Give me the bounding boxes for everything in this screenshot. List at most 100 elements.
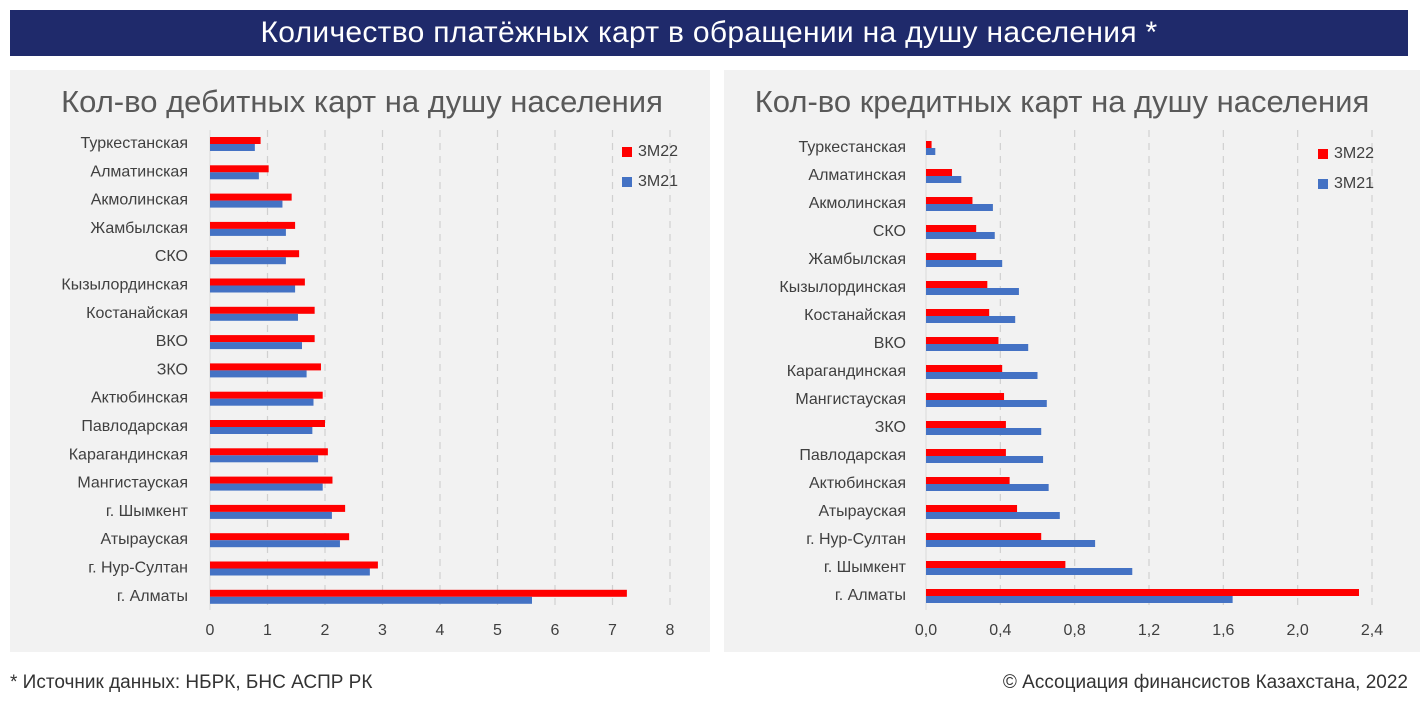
- bar-3m21: [210, 370, 307, 378]
- bar-3m21: [926, 148, 936, 155]
- bar-3m21: [210, 285, 296, 293]
- category-label: СКО: [155, 248, 188, 265]
- category-label: СКО: [873, 223, 906, 240]
- bar-3m22: [926, 365, 1003, 372]
- category-label: Жамбылская: [90, 220, 188, 237]
- bar-3m22: [926, 477, 1010, 484]
- category-label: г. Алматы: [117, 588, 188, 605]
- category-label: г. Нур-Султан: [806, 531, 906, 548]
- legend-swatch-3m21: [1318, 179, 1328, 189]
- bar-3m22: [210, 448, 328, 456]
- bar-3m21: [926, 176, 962, 183]
- bar-3m21: [926, 204, 993, 211]
- bar-3m21: [926, 316, 1016, 323]
- bar-3m21: [926, 400, 1047, 407]
- bar-3m22: [926, 309, 990, 316]
- bar-3m21: [926, 484, 1049, 491]
- bar-3m22: [210, 278, 305, 286]
- debit-chart: Кол-во дебитных карт на душу населения 0 1…: [61, 84, 678, 639]
- bar-3m21: [926, 428, 1042, 435]
- bar-3m21: [210, 427, 313, 434]
- bar-3m22: [210, 250, 300, 258]
- bar-3m21: [210, 313, 298, 321]
- banner-title: Количество платёжных карт в обращении на…: [10, 10, 1408, 56]
- legend-label-3m22: 3М22: [638, 143, 678, 160]
- category-label: Жамбылская: [808, 251, 906, 268]
- bar-3m22: [926, 589, 1359, 596]
- x-tick-label: 0,0: [915, 622, 937, 639]
- bar-3m21: [926, 232, 995, 239]
- legend-label-3m21: 3М21: [1334, 175, 1374, 192]
- category-label: ВКО: [874, 335, 906, 352]
- bar-3m22: [210, 306, 315, 314]
- x-tick-label: 2,4: [1361, 622, 1383, 639]
- x-tick-label: 0: [206, 622, 215, 639]
- legend-swatch-3m21: [622, 177, 632, 187]
- bar-3m22: [210, 504, 346, 512]
- bar-3m21: [210, 342, 302, 350]
- x-tick-label: 5: [493, 622, 502, 639]
- bar-3m21: [210, 398, 314, 406]
- bar-3m21: [210, 568, 370, 576]
- category-label: г. Нур-Султан: [88, 560, 188, 577]
- bar-3m21: [210, 483, 323, 491]
- bar-3m22: [926, 337, 999, 344]
- bar-3m22: [926, 393, 1005, 400]
- bar-3m21: [926, 456, 1044, 463]
- bar-3m22: [926, 281, 988, 288]
- bar-3m22: [926, 197, 973, 204]
- legend-swatch-3m22: [622, 147, 632, 157]
- legend-label-3m22: 3М22: [1334, 145, 1374, 162]
- bar-3m21: [926, 568, 1133, 575]
- bar-3m21: [926, 344, 1029, 351]
- bar-3m21: [210, 172, 259, 180]
- bar-3m21: [926, 260, 1003, 267]
- bar-3m22: [926, 169, 953, 176]
- bar-3m22: [210, 533, 350, 541]
- category-label: Туркестанская: [81, 135, 188, 152]
- category-label: Туркестанская: [799, 139, 906, 156]
- bar-3m22: [210, 193, 292, 201]
- x-tick-label: 6: [551, 622, 560, 639]
- bar-3m21: [210, 144, 255, 151]
- chart-title: Кол-во кредитных карт на душу населения: [755, 84, 1370, 119]
- bar-3m21: [210, 257, 286, 265]
- bar-3m21: [210, 511, 332, 519]
- category-label: ЗКО: [157, 361, 188, 378]
- x-tick-label: 2,0: [1287, 622, 1309, 639]
- copyright-note: © Ассоциация финансистов Казахстана, 202…: [1002, 672, 1408, 693]
- category-label: Кызылординская: [61, 277, 188, 294]
- bar-3m22: [926, 421, 1006, 428]
- category-label: г. Алматы: [835, 587, 906, 604]
- x-tick-label: 3: [378, 622, 387, 639]
- bar-3m22: [210, 137, 261, 144]
- bar-3m22: [210, 561, 378, 569]
- chart-title: Кол-во дебитных карт на душу населения: [61, 84, 663, 119]
- bar-3m21: [210, 455, 319, 463]
- bar-3m22: [926, 449, 1006, 456]
- source-note: * Источник данных: НБРК, БНС АСПР РК: [10, 672, 373, 693]
- category-label: Мангистауская: [77, 475, 188, 492]
- category-label: Карагандинская: [69, 446, 188, 463]
- category-label: Карагандинская: [787, 363, 906, 380]
- legend-swatch-3m22: [1318, 149, 1328, 159]
- bar-3m22: [926, 225, 977, 232]
- bar-3m22: [210, 589, 627, 597]
- category-label: Кызылординская: [779, 279, 906, 296]
- bar-3m21: [210, 596, 532, 604]
- bar-3m22: [210, 363, 321, 371]
- bar-3m22: [926, 253, 977, 260]
- bar-3m22: [926, 505, 1018, 512]
- credit-chart: Кол-во кредитных карт на душу населения 0…: [755, 84, 1383, 639]
- category-label: Акмолинская: [91, 192, 188, 209]
- x-tick-label: 1,6: [1212, 622, 1234, 639]
- bar-3m21: [926, 596, 1233, 603]
- bar-3m22: [210, 165, 269, 173]
- category-label: г. Шымкент: [106, 503, 189, 520]
- bar-3m22: [926, 533, 1042, 540]
- category-label: ЗКО: [875, 419, 906, 436]
- category-label: Костанайская: [86, 305, 188, 322]
- bar-3m22: [926, 561, 1066, 568]
- x-tick-label: 8: [666, 622, 675, 639]
- x-tick-label: 4: [436, 622, 445, 639]
